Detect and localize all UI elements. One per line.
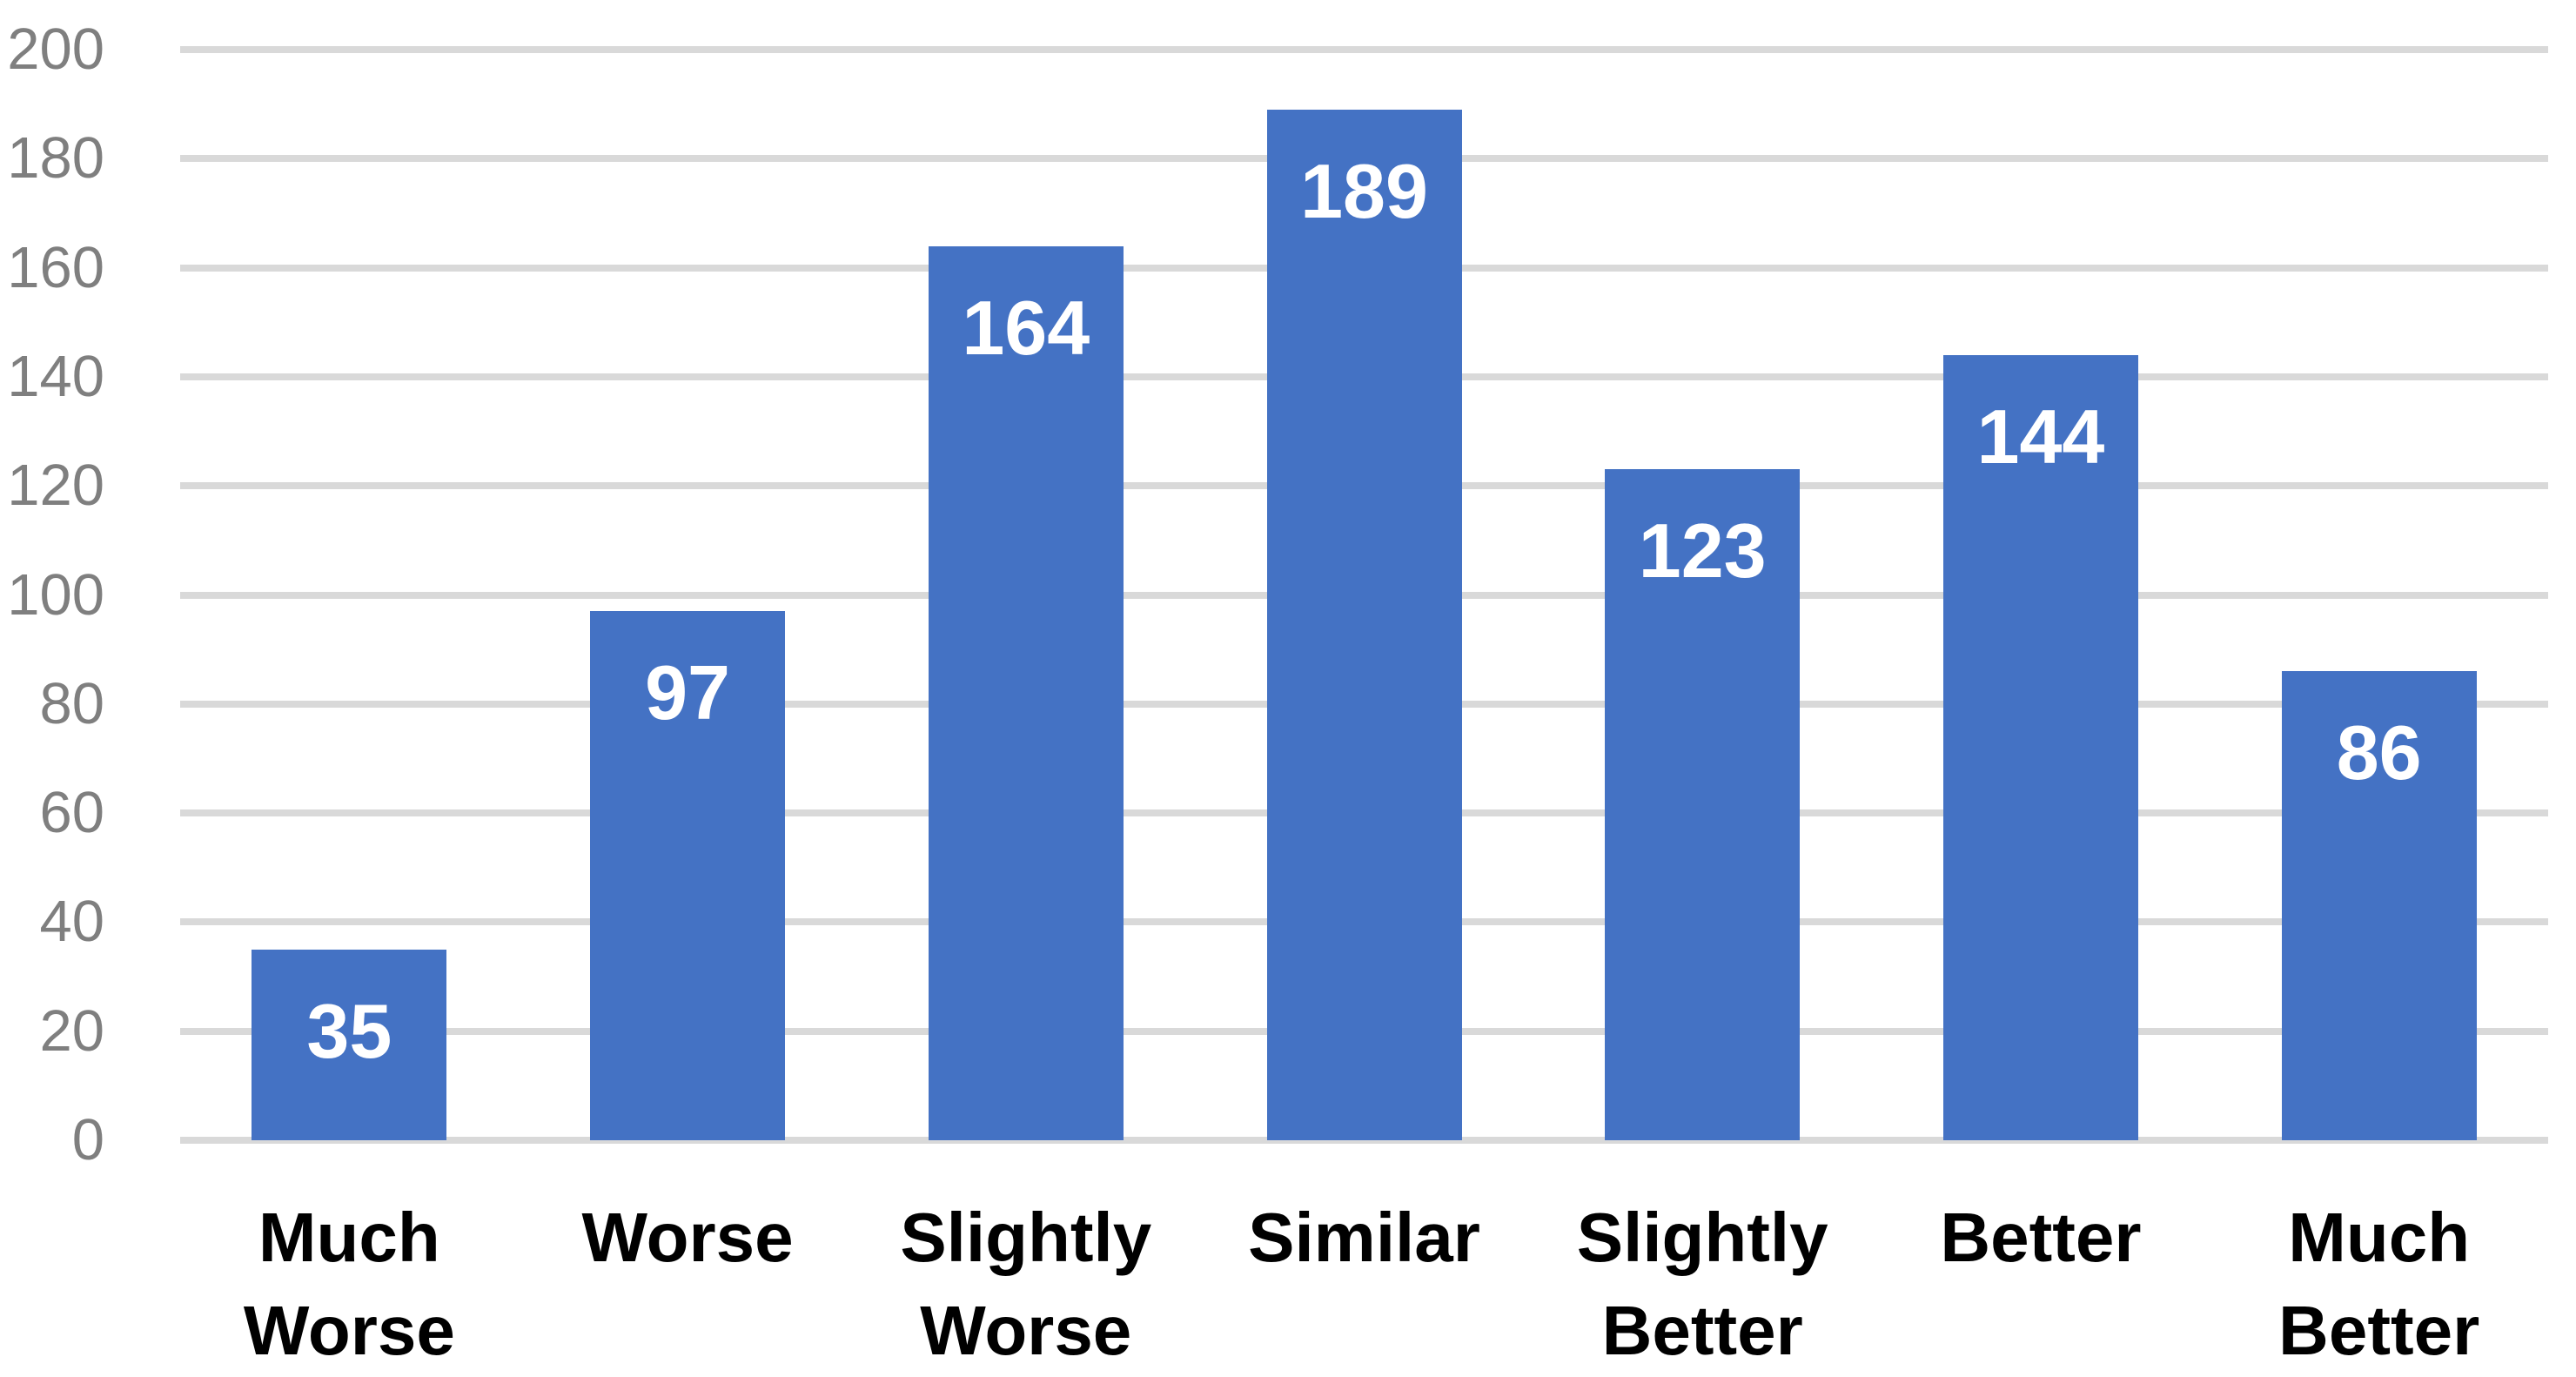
bar: 123 [1605,469,1801,1140]
bar-value-label: 189 [1300,147,1428,234]
x-tick-label: Slightly Better [1576,1199,1828,1369]
y-tick-label: 200 [7,17,104,82]
gridline [180,1137,2548,1144]
bar-value-label: 97 [645,649,730,736]
bar-value-label: 123 [1638,507,1767,594]
gridline [180,46,2548,53]
bar-value-label: 164 [962,284,1090,371]
bar-value-label: 144 [1976,393,2105,480]
x-tick-label: Slightly Worse [900,1199,1152,1369]
y-tick-label: 40 [39,889,104,955]
y-tick-label: 100 [7,561,104,628]
x-axis: Much Worse Worse Slightly Worse Similar Slig… [180,1191,2548,1377]
bar: 35 [252,949,447,1140]
y-tick-label: 20 [39,997,104,1064]
y-tick-label: 180 [7,125,104,191]
bar: 164 [928,245,1124,1140]
x-tick-label: Much Worse [243,1199,455,1369]
y-tick-label: 140 [7,343,104,409]
x-tick-label: Worse [581,1199,794,1276]
y-tick-label: 160 [7,234,104,300]
y-tick-label: 120 [7,453,104,519]
y-tick-label: 60 [39,780,104,846]
bar: 97 [590,611,786,1140]
bar-value-label: 86 [2336,709,2422,796]
x-tick-label: Similar [1248,1199,1480,1276]
bar: 144 [1942,354,2138,1140]
bar: 86 [2281,671,2477,1140]
bar-value-label: 35 [306,987,392,1074]
plot-area: 35 97 164 189 123 144 86 [180,46,2548,1144]
bar: 189 [1266,109,1462,1140]
x-tick-label: Much Better [2278,1199,2480,1369]
y-tick-label: 80 [39,670,104,736]
y-tick-label: 0 [71,1107,104,1172]
x-tick-label: Better [1940,1199,2142,1276]
y-axis: 0 20 40 60 80 100 120 140 160 180 200 [0,0,104,1377]
